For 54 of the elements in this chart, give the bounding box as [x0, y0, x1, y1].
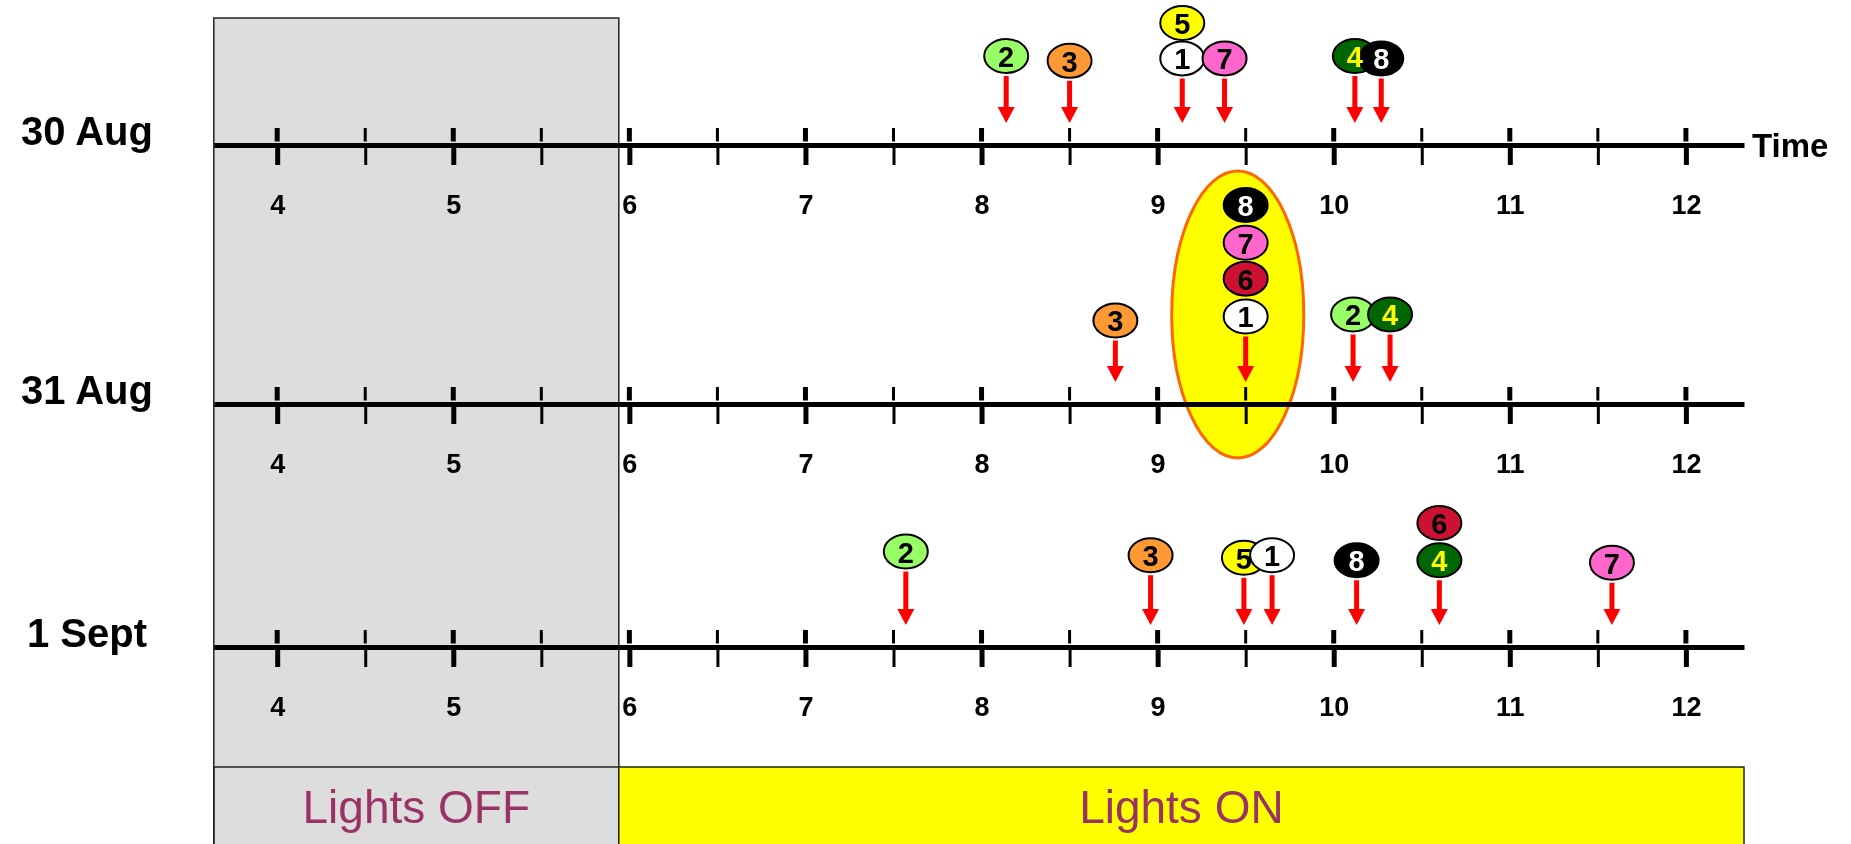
annotation: 3 — [1107, 305, 1124, 338]
x-tick-label: 8 — [974, 449, 990, 480]
annotation: 7 — [1216, 43, 1233, 76]
x-tick-label: 7 — [798, 449, 814, 480]
x-tick-label: 10 — [1319, 190, 1350, 221]
annotation: 2 — [998, 40, 1015, 73]
annotation: 7 — [1237, 227, 1254, 260]
x-tick-label: 9 — [1150, 449, 1166, 480]
x-tick-label: 7 — [798, 190, 814, 221]
x-tick-label: 10 — [1319, 692, 1350, 723]
x-tick-label: 7 — [798, 692, 814, 723]
x-axis-title: Time — [1752, 126, 1829, 164]
x-tick-label: 4 — [270, 449, 286, 480]
y-axis-title: 1 Sept — [26, 611, 148, 655]
x-tick-label: 12 — [1671, 692, 1702, 723]
annotation: 4 — [1346, 40, 1363, 73]
x-tick-label: 12 — [1671, 190, 1702, 221]
x-tick-label: 11 — [1496, 190, 1525, 221]
y-axis-title: 30 Aug — [21, 109, 153, 153]
annotation: 1 — [1264, 540, 1281, 573]
annotation: 2 — [1345, 299, 1362, 332]
annotation: 6 — [1237, 263, 1254, 296]
x-tick-label: 9 — [1150, 190, 1166, 221]
x-tick-label: 6 — [622, 692, 638, 723]
x-tick-label: 11 — [1496, 692, 1525, 723]
band-label: Lights OFF — [302, 781, 531, 833]
x-tick-label: 5 — [446, 449, 462, 480]
x-tick-label: 8 — [974, 692, 990, 723]
annotation: 2 — [897, 536, 914, 569]
annotation: 6 — [1431, 508, 1448, 540]
annotation: 1 — [1237, 301, 1254, 334]
annotation: 3 — [1142, 540, 1159, 573]
x-tick-label: 6 — [622, 449, 638, 480]
x-tick-label: 4 — [270, 692, 286, 723]
annotation: 5 — [1235, 542, 1252, 575]
x-tick-label: 10 — [1319, 449, 1350, 480]
y-axis-title: 31 Aug — [21, 368, 153, 412]
x-tick-label: 11 — [1496, 449, 1525, 480]
x-tick-label: 8 — [974, 190, 990, 221]
annotation: 8 — [1373, 43, 1390, 76]
x-tick-label: 5 — [446, 692, 462, 723]
annotation: 4 — [1431, 545, 1448, 578]
x-tick-label: 12 — [1671, 449, 1702, 480]
annotation: 4 — [1381, 299, 1399, 332]
x-tick-label: 6 — [622, 190, 638, 221]
x-tick-label: 4 — [270, 190, 286, 221]
annotation: 8 — [1348, 545, 1365, 578]
annotation: 7 — [1603, 547, 1620, 580]
x-tick-label: 5 — [446, 190, 462, 221]
annotation: 3 — [1061, 45, 1078, 78]
annotation: 1 — [1174, 43, 1191, 76]
annotation: 5 — [1174, 8, 1191, 40]
text: Lights ON — [1079, 781, 1284, 833]
x-tick-label: 9 — [1150, 692, 1166, 723]
